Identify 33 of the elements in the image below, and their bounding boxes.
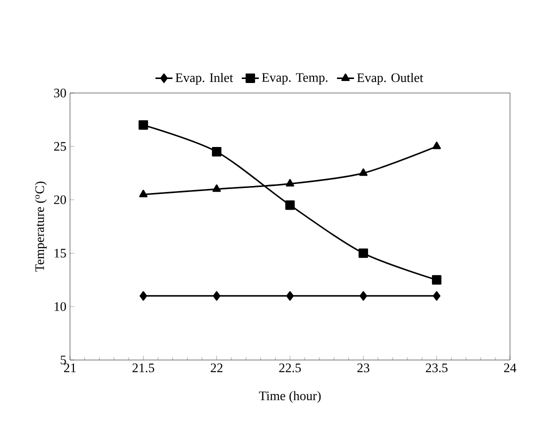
- point: [286, 179, 294, 187]
- y-tick-label: 5: [60, 356, 66, 364]
- y-tick-label: 25: [54, 142, 66, 151]
- point: [358, 248, 368, 258]
- x-tick-label: 21: [64, 364, 76, 372]
- y-tick-label: 15: [54, 248, 66, 258]
- legend-label: Evap. Outlet: [357, 72, 424, 85]
- point: [359, 168, 368, 176]
- point: [139, 190, 148, 198]
- x-tick-label: 21.5: [132, 364, 154, 372]
- x-axis-title: Time (hour): [258, 391, 321, 403]
- point: [432, 291, 440, 301]
- legend-label: Evap. Inlet: [176, 72, 234, 85]
- point: [360, 291, 368, 301]
- point: [212, 184, 221, 192]
- x-tick-label: 22: [210, 364, 222, 372]
- x-tick-label: 23: [357, 364, 370, 372]
- point: [138, 120, 148, 130]
- legend-label: Evap. Temp.: [262, 73, 328, 84]
- x-tick-label: 23.5: [426, 364, 448, 372]
- point: [286, 291, 294, 301]
- y-tick-label: 20: [54, 195, 66, 204]
- x-tick-label: 24: [504, 364, 516, 372]
- y-axis-title: Temperature ($^{o}$C): [34, 182, 47, 272]
- point: [140, 291, 148, 301]
- point: [432, 275, 442, 285]
- y-tick-label: 30: [54, 88, 66, 98]
- point: [432, 142, 441, 150]
- y-tick-label: 10: [54, 302, 66, 311]
- point: [285, 200, 295, 210]
- point: [212, 147, 222, 156]
- point: [212, 291, 220, 301]
- x-tick-label: 22.5: [279, 364, 301, 372]
